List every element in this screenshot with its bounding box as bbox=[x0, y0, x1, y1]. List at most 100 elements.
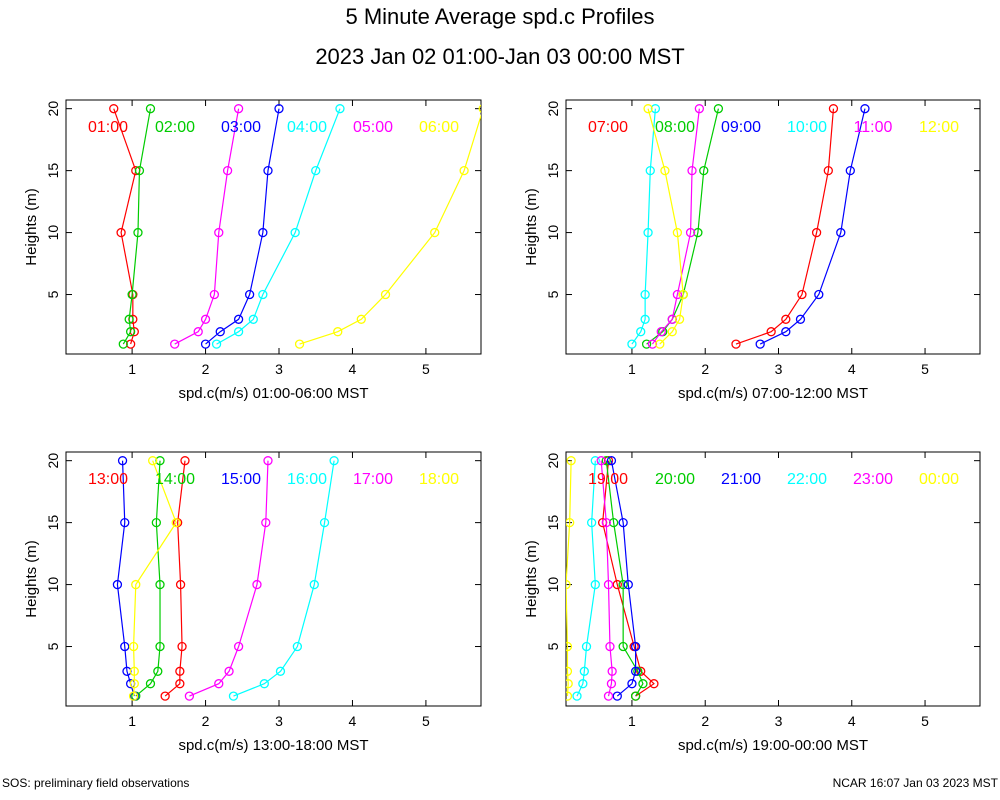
data-point bbox=[244, 289, 255, 300]
x-tick-label: 1 bbox=[128, 713, 136, 729]
series-line bbox=[122, 108, 152, 345]
series-line bbox=[605, 460, 644, 697]
data-point bbox=[233, 314, 244, 324]
y-axis-label: Heights (m) bbox=[23, 188, 40, 266]
data-point bbox=[459, 165, 469, 176]
series-0900 bbox=[755, 104, 870, 349]
data-point bbox=[687, 165, 697, 176]
legend-label: 07:00 bbox=[588, 119, 628, 136]
data-point bbox=[184, 691, 195, 701]
data-point bbox=[356, 314, 366, 324]
x-axis-label: spd.c(m/s) 19:00-00:00 MST bbox=[678, 737, 868, 754]
series-0400 bbox=[211, 104, 345, 349]
legend-label: 18:00 bbox=[419, 471, 459, 488]
x-tick-label: 2 bbox=[701, 361, 709, 377]
series-1400 bbox=[131, 456, 165, 701]
x-tick-label: 5 bbox=[422, 713, 430, 729]
legend-label: 08:00 bbox=[655, 119, 695, 136]
x-tick-label: 3 bbox=[275, 361, 283, 377]
x-tick-label: 1 bbox=[128, 361, 136, 377]
legend-label: 11:00 bbox=[854, 119, 893, 136]
y-tick-label: 15 bbox=[545, 163, 561, 179]
series-1700 bbox=[184, 456, 273, 701]
x-tick-label: 4 bbox=[349, 713, 357, 729]
data-point bbox=[603, 579, 614, 590]
data-point bbox=[685, 227, 696, 238]
data-point bbox=[643, 227, 653, 238]
series-1100 bbox=[647, 104, 705, 349]
y-axis-label: Heights (m) bbox=[523, 540, 540, 618]
data-point bbox=[233, 104, 244, 114]
data-point bbox=[650, 104, 661, 114]
series-2000 bbox=[601, 456, 648, 701]
plot-data bbox=[112, 456, 339, 701]
data-point bbox=[572, 691, 582, 701]
data-point bbox=[148, 456, 158, 466]
data-point bbox=[124, 314, 134, 324]
data-point bbox=[781, 314, 791, 324]
legend-label: 16:00 bbox=[287, 471, 327, 488]
legend-label: 12:00 bbox=[919, 119, 959, 136]
data-point bbox=[214, 679, 224, 689]
chart-panel-3: 1 2 3 4 5 5 10 15 20 spd.c(m/s) 13:00-18:00 MST He… bbox=[23, 451, 482, 754]
data-point bbox=[828, 104, 839, 114]
legend-label: 17:00 bbox=[353, 471, 393, 488]
series-2200 bbox=[572, 456, 600, 701]
data-point bbox=[566, 641, 573, 652]
data-point bbox=[596, 456, 606, 466]
data-point bbox=[623, 579, 633, 590]
data-point bbox=[200, 314, 211, 324]
data-point bbox=[171, 517, 181, 528]
x-tick-label: 4 bbox=[848, 361, 856, 377]
legend-label: 06:00 bbox=[419, 119, 459, 136]
data-point bbox=[845, 165, 855, 176]
legend-label: 01:00 bbox=[88, 119, 128, 136]
data-point bbox=[566, 679, 573, 689]
y-tick-label: 5 bbox=[545, 642, 561, 650]
chart-panel-2: 1 2 3 4 5 5 10 15 20 spd.c(m/s) 07:00-12:00 MST He… bbox=[523, 99, 981, 402]
data-point bbox=[177, 641, 187, 652]
data-point bbox=[252, 579, 262, 590]
y-tick-label: 10 bbox=[45, 225, 61, 241]
data-point bbox=[713, 104, 724, 114]
legend-label: 14:00 bbox=[155, 471, 195, 488]
legend-label: 00:00 bbox=[919, 471, 959, 488]
legend-label: 13:00 bbox=[88, 471, 128, 488]
x-axis-label: spd.c(m/s) 01:00-06:00 MST bbox=[178, 385, 368, 402]
data-point bbox=[608, 517, 619, 528]
data-point bbox=[211, 339, 222, 349]
data-point bbox=[329, 456, 339, 466]
data-point bbox=[263, 165, 273, 176]
data-point bbox=[566, 691, 573, 701]
data-point bbox=[578, 679, 588, 689]
plot-data bbox=[109, 104, 481, 349]
data-point bbox=[667, 314, 677, 324]
series-line bbox=[116, 460, 135, 697]
x-tick-label: 2 bbox=[701, 713, 709, 729]
data-point bbox=[333, 327, 343, 337]
y-tick-label: 20 bbox=[545, 101, 561, 117]
x-tick-label: 1 bbox=[628, 713, 636, 729]
series-line bbox=[576, 460, 596, 697]
data-point bbox=[292, 641, 303, 652]
data-point bbox=[630, 666, 641, 676]
data-point bbox=[259, 679, 269, 689]
data-point bbox=[200, 339, 211, 349]
y-tick-label: 20 bbox=[545, 453, 561, 469]
x-tick-label: 2 bbox=[202, 713, 210, 729]
data-point bbox=[647, 339, 658, 349]
data-point bbox=[118, 339, 128, 349]
data-point bbox=[590, 579, 600, 590]
y-tick-label: 20 bbox=[45, 101, 61, 117]
series-2100 bbox=[606, 456, 641, 701]
data-point bbox=[263, 456, 273, 466]
data-point bbox=[131, 579, 141, 590]
legend-label: 23:00 bbox=[853, 471, 893, 488]
data-point bbox=[129, 679, 139, 689]
series-0100 bbox=[109, 104, 141, 349]
data-point bbox=[643, 104, 653, 114]
data-point bbox=[145, 679, 156, 689]
legend-label: 09:00 bbox=[721, 119, 761, 136]
data-point bbox=[155, 579, 165, 590]
